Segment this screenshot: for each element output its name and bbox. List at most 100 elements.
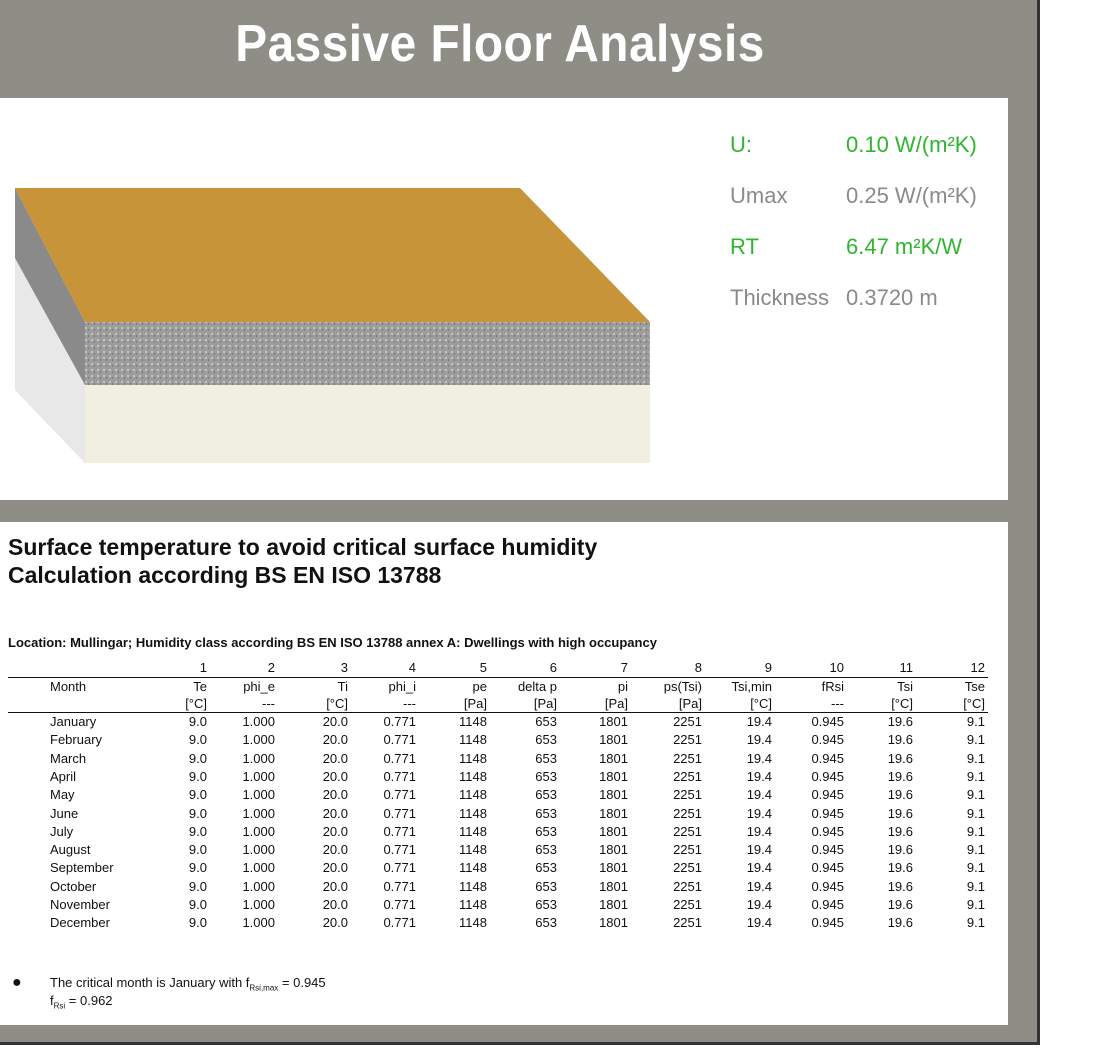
column-unit: [Pa] xyxy=(533,696,557,711)
table-cell: 9.0 xyxy=(188,915,207,931)
property-value: 0.3720 m xyxy=(846,285,938,310)
month: January xyxy=(50,714,97,729)
table-cell: 2251 xyxy=(673,897,702,912)
table-cell: 19.6 xyxy=(887,714,913,729)
table-cell: 20.0 xyxy=(322,878,348,894)
table-cell: 20.0 xyxy=(322,897,348,912)
table-cell: 19.4 xyxy=(746,714,772,729)
table-cell: 0.771 xyxy=(383,787,416,803)
column-unit: --- xyxy=(831,696,844,711)
table-cell: 1148 xyxy=(459,878,487,894)
table-cell: 19.4 xyxy=(746,787,772,803)
column-unit: [°C] xyxy=(750,696,772,711)
column-header: Te xyxy=(193,679,207,694)
table-cell: 19.6 xyxy=(887,878,913,894)
note: The critical month is January with fRsi,… xyxy=(50,975,326,993)
property-value: 6.47 m²K/W xyxy=(846,234,963,259)
table-cell: 19.6 xyxy=(887,860,913,876)
table-cell: 9.1 xyxy=(966,805,985,821)
table-cell: 19.6 xyxy=(887,915,913,931)
column-number: 11 xyxy=(899,660,914,675)
table-cell: 1.000 xyxy=(242,842,275,858)
column-number: 4 xyxy=(408,660,416,675)
table-cell: 1801 xyxy=(599,897,628,912)
table-cell: 19.6 xyxy=(887,768,913,784)
note-sub: Rsi xyxy=(53,1001,66,1011)
column-unit: --- xyxy=(262,696,275,711)
column-header: phi_e xyxy=(243,679,275,694)
table-cell: 1801 xyxy=(599,714,628,729)
bullet: ● xyxy=(12,974,22,991)
table-cell: 0.771 xyxy=(383,768,416,784)
slab-gravel xyxy=(85,322,650,385)
table-cell: 0.945 xyxy=(811,860,844,876)
slab-side xyxy=(15,188,85,385)
column-number: 9 xyxy=(764,660,772,675)
table-cell: 653 xyxy=(535,750,557,766)
page-title: Passive Floor Analysis xyxy=(235,15,765,73)
table-cell: 0.945 xyxy=(811,750,844,766)
table-cell: 9.0 xyxy=(188,768,207,784)
table-cell: 20.0 xyxy=(322,823,348,839)
table-cell: 653 xyxy=(535,732,557,748)
table-cell: 1148 xyxy=(459,714,487,729)
table-cell: 0.945 xyxy=(811,878,844,894)
column-unit: [Pa] xyxy=(678,696,702,711)
property-value: 0.10 W/(m²K) xyxy=(846,132,977,157)
table-cell: 1.000 xyxy=(242,805,275,821)
table-cell: 0.945 xyxy=(811,768,844,784)
table-cell: 9.0 xyxy=(188,750,207,766)
column-header: ps(Tsi) xyxy=(663,679,702,694)
table-cell: 2251 xyxy=(673,860,702,876)
table-cell: 0.945 xyxy=(811,805,844,821)
table-cell: 20.0 xyxy=(322,842,348,858)
table-cell: 1801 xyxy=(599,768,628,784)
table-cell: 1801 xyxy=(599,805,628,821)
report-title: Calculation according BS EN ISO 13788 xyxy=(8,562,442,588)
table-cell: 19.4 xyxy=(746,805,772,821)
table-cell: 653 xyxy=(535,860,557,876)
column-number: 5 xyxy=(479,660,487,675)
table-cell: 1801 xyxy=(599,823,628,839)
table-cell: 0.771 xyxy=(383,915,416,931)
column-header: Tsi,min xyxy=(731,679,772,694)
table-cell: 0.771 xyxy=(383,750,416,766)
table-cell: 9.0 xyxy=(188,842,207,858)
table-cell: 19.6 xyxy=(887,805,913,821)
table-cell: 19.4 xyxy=(746,878,772,894)
slab-base xyxy=(85,385,650,463)
table-cell: 9.1 xyxy=(966,768,985,784)
location: Location: Mullingar; Humidity class acco… xyxy=(8,635,657,650)
table-cell: 9.0 xyxy=(188,714,207,729)
table-cell: 2251 xyxy=(673,732,702,748)
table-cell: 2251 xyxy=(673,768,702,784)
property-label: Umax xyxy=(730,183,788,208)
slab-top xyxy=(15,188,650,322)
table-cell: 20.0 xyxy=(322,787,348,803)
table-cell: 1148 xyxy=(459,768,487,784)
table-cell: 9.0 xyxy=(188,787,207,803)
table-cell: 2251 xyxy=(673,714,702,729)
table-cell: 19.4 xyxy=(746,750,772,766)
table-cell: 1.000 xyxy=(242,915,275,931)
column-number: 12 xyxy=(970,660,985,675)
property-label: U: xyxy=(730,132,752,157)
table-cell: 9.1 xyxy=(966,842,985,858)
table-cell: 19.4 xyxy=(746,915,772,931)
table-cell: 19.6 xyxy=(887,750,913,766)
table-cell: 19.6 xyxy=(887,787,913,803)
note-sub: Rsi,max xyxy=(249,983,279,993)
table-cell: 1801 xyxy=(599,750,628,766)
table-cell: 1801 xyxy=(599,787,628,803)
table-cell: 2251 xyxy=(673,823,702,839)
month: May xyxy=(50,787,75,803)
table-cell: 19.6 xyxy=(887,732,913,748)
month: December xyxy=(50,915,110,931)
month: August xyxy=(50,842,91,858)
table-cell: 2251 xyxy=(673,750,702,766)
table-cell: 653 xyxy=(535,878,557,894)
table-cell: 0.771 xyxy=(383,823,416,839)
rule xyxy=(8,677,988,678)
table-cell: 1148 xyxy=(459,787,487,803)
table-cell: 9.1 xyxy=(966,897,985,912)
